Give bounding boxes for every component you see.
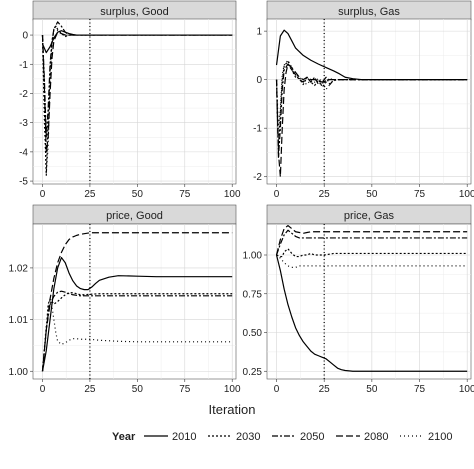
x-tick-label: 50 bbox=[366, 189, 378, 200]
x-tick-label: 25 bbox=[319, 384, 331, 395]
series-line-2100 bbox=[41, 25, 233, 173]
plot-area bbox=[32, 223, 237, 380]
x-tick-label: 100 bbox=[459, 189, 474, 200]
series-line-2050 bbox=[41, 290, 233, 372]
series-line-2010 bbox=[41, 256, 233, 372]
facet-panel: price, Good 0 25 50 75 100 1.00 1.01 1.02 bbox=[9, 204, 241, 395]
legend-label-2030: 2030 bbox=[236, 431, 260, 443]
plot-area bbox=[266, 18, 472, 185]
series-line-2080 bbox=[275, 63, 468, 178]
x-tick-label: 75 bbox=[179, 189, 191, 200]
facet-panel: price, Gas 0 25 50 75 100 0.25 0.50 0.75 1.00 bbox=[243, 204, 474, 395]
y-tick-label: 0 bbox=[22, 31, 28, 42]
x-tick-label: 0 bbox=[274, 384, 280, 395]
y-tick-label: -3 bbox=[19, 118, 28, 129]
legend-label-2010: 2010 bbox=[172, 431, 196, 443]
y-tick-label: -4 bbox=[19, 147, 28, 158]
series-line-2100 bbox=[276, 254, 468, 268]
y-tick-label: 0.75 bbox=[243, 289, 263, 300]
facet-strip-label: price, Good bbox=[106, 210, 163, 222]
x-tick-label: 50 bbox=[132, 189, 144, 200]
y-tick-label: 0.25 bbox=[243, 367, 263, 378]
series-line-2030 bbox=[275, 60, 468, 149]
x-axis-title: Iteration bbox=[209, 402, 256, 417]
facet-strip-label: price, Gas bbox=[344, 210, 395, 222]
x-tick-label: 50 bbox=[366, 384, 378, 395]
legend-title: Year bbox=[112, 431, 136, 443]
y-tick-label: 0.50 bbox=[243, 328, 263, 339]
x-tick-label: 0 bbox=[274, 189, 280, 200]
y-tick-label: 1.01 bbox=[9, 315, 29, 326]
series-line-2030 bbox=[41, 292, 233, 372]
facet-panel: surplus, Gas 0 25 50 75 100 1 0 -1 -2 bbox=[253, 0, 474, 200]
x-tick-label: 50 bbox=[132, 384, 144, 395]
y-tick-label: 0 bbox=[256, 75, 262, 86]
legend: Year 2010 2030 2050 2080 2100 bbox=[112, 431, 452, 443]
facet-panel: surplus, Good 0 25 50 75 100 0 -1 -2 -3 -4 -5 bbox=[19, 0, 241, 200]
facet-strip-label: surplus, Gas bbox=[338, 6, 400, 18]
series-line-2080 bbox=[41, 232, 233, 372]
legend-label-2050: 2050 bbox=[300, 431, 324, 443]
legend-label-2100: 2100 bbox=[428, 431, 452, 443]
plot-area bbox=[32, 18, 237, 185]
series-line-2010 bbox=[275, 254, 468, 372]
legend-label-2080: 2080 bbox=[364, 431, 388, 443]
facet-strip-label: surplus, Good bbox=[100, 6, 168, 18]
y-tick-label: 1.02 bbox=[9, 263, 29, 274]
x-tick-label: 25 bbox=[84, 384, 96, 395]
x-tick-label: 25 bbox=[319, 189, 331, 200]
x-tick-label: 75 bbox=[179, 384, 191, 395]
x-tick-label: 75 bbox=[414, 384, 426, 395]
y-tick-label: -1 bbox=[253, 124, 262, 135]
y-tick-label: -2 bbox=[19, 89, 28, 100]
series-line-2080 bbox=[275, 224, 468, 256]
y-tick-label: -5 bbox=[19, 177, 28, 188]
x-tick-label: 75 bbox=[414, 189, 426, 200]
series-line-2030 bbox=[276, 248, 468, 258]
x-tick-label: 100 bbox=[224, 384, 241, 395]
x-tick-label: 100 bbox=[459, 384, 474, 395]
y-tick-label: -2 bbox=[253, 172, 262, 183]
y-tick-label: 1.00 bbox=[9, 367, 29, 378]
x-tick-label: 100 bbox=[224, 189, 241, 200]
series-line-2050 bbox=[275, 229, 468, 256]
x-tick-label: 0 bbox=[40, 384, 46, 395]
x-tick-label: 0 bbox=[40, 189, 46, 200]
y-tick-label: -1 bbox=[19, 60, 28, 71]
y-tick-label: 1.00 bbox=[243, 251, 263, 262]
plot-area bbox=[266, 223, 472, 380]
x-tick-label: 25 bbox=[84, 189, 96, 200]
y-tick-label: 1 bbox=[256, 27, 262, 38]
series-line-2080 bbox=[41, 31, 233, 153]
